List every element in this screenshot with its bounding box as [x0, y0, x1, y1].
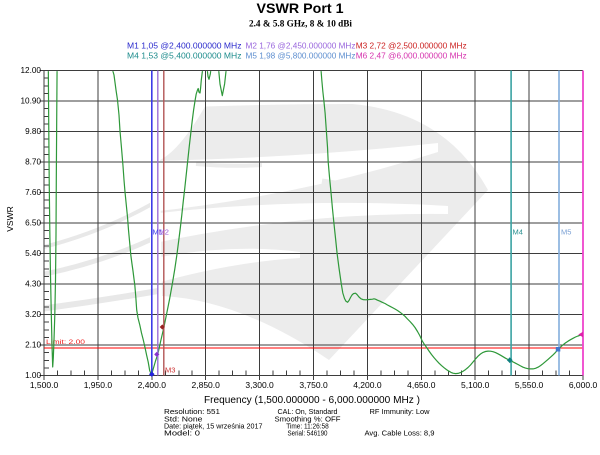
svg-text:M5: M5 — [561, 228, 571, 237]
svg-text:12.00: 12.00 — [21, 66, 42, 75]
svg-text:4.30: 4.30 — [25, 280, 41, 289]
svg-text:VSWR: VSWR — [5, 206, 15, 232]
svg-text:1,950.0: 1,950.0 — [84, 380, 113, 390]
svg-text:Time: 11:26:58: Time: 11:26:58 — [286, 422, 329, 431]
svg-text:M3: M3 — [165, 366, 175, 375]
svg-text:VSWR Port 1: VSWR Port 1 — [257, 0, 344, 16]
svg-text:Smoothing %: OFF: Smoothing %: OFF — [275, 414, 342, 423]
svg-text:Date: piątek, 15 września 2017: Date: piątek, 15 września 2017 — [164, 422, 263, 431]
svg-text:CAL: On, Standard: CAL: On, Standard — [278, 407, 338, 416]
svg-text:M2: M2 — [159, 228, 169, 237]
svg-text:Serial: 546190: Serial: 546190 — [288, 429, 328, 438]
svg-text:4,200.0: 4,200.0 — [353, 380, 382, 390]
svg-text:1,500.0: 1,500.0 — [30, 380, 59, 390]
svg-text:Limit: 2.00: Limit: 2.00 — [46, 339, 85, 346]
svg-text:M1: M1 — [153, 228, 163, 237]
svg-text:6.50: 6.50 — [25, 219, 41, 228]
svg-text:2.10: 2.10 — [25, 341, 41, 350]
svg-text:M3 2,72 @2,500.000000 MHz: M3 2,72 @2,500.000000 MHz — [356, 41, 467, 51]
svg-text:7.60: 7.60 — [25, 188, 41, 197]
svg-text:3,750.0: 3,750.0 — [299, 380, 328, 390]
svg-text:3,300.0: 3,300.0 — [245, 380, 274, 390]
svg-text:Frequency (1,500.000000 - 6,00: Frequency (1,500.000000 - 6,000.000000 M… — [204, 395, 420, 406]
svg-text:M2 1,76 @2,450.000000 MHz: M2 1,76 @2,450.000000 MHz — [246, 41, 356, 51]
svg-text:M4 1,53 @5,400.000000 MHz: M4 1,53 @5,400.000000 MHz — [127, 51, 242, 61]
svg-text:3.20: 3.20 — [25, 310, 41, 319]
svg-text:1.00: 1.00 — [25, 371, 41, 380]
svg-text:M4: M4 — [513, 228, 523, 237]
svg-text:Avg. Cable Loss: 8,9: Avg. Cable Loss: 8,9 — [365, 429, 435, 438]
svg-text:Model: 0: Model: 0 — [164, 429, 200, 438]
svg-text:10.90: 10.90 — [21, 97, 42, 106]
svg-text:M5 1,98 @5,800.000000 MHz: M5 1,98 @5,800.000000 MHz — [246, 51, 356, 61]
svg-text:8.70: 8.70 — [25, 158, 41, 167]
svg-text:M1 1,05 @2,400.000000 MHz: M1 1,05 @2,400.000000 MHz — [127, 41, 242, 51]
svg-text:M6 2,47 @6,000.000000 MHz: M6 2,47 @6,000.000000 MHz — [356, 51, 467, 61]
svg-text:5,100.0: 5,100.0 — [461, 380, 490, 390]
svg-text:2,400.0: 2,400.0 — [138, 380, 167, 390]
svg-text:5.40: 5.40 — [25, 249, 41, 258]
svg-text:4,650.0: 4,650.0 — [407, 380, 436, 390]
svg-text:5,550.0: 5,550.0 — [515, 380, 544, 390]
svg-text:Std: None: Std: None — [164, 414, 203, 423]
svg-text:2,850.0: 2,850.0 — [192, 380, 221, 390]
svg-text:RF Immunity: Low: RF Immunity: Low — [370, 407, 431, 416]
svg-text:6,000.0: 6,000.0 — [569, 380, 598, 390]
svg-text:Resolution: 551: Resolution: 551 — [164, 407, 220, 416]
svg-text:9.80: 9.80 — [25, 127, 41, 136]
svg-text:2.4 & 5.8 GHz, 8 & 10 dBi: 2.4 & 5.8 GHz, 8 & 10 dBi — [249, 20, 352, 30]
